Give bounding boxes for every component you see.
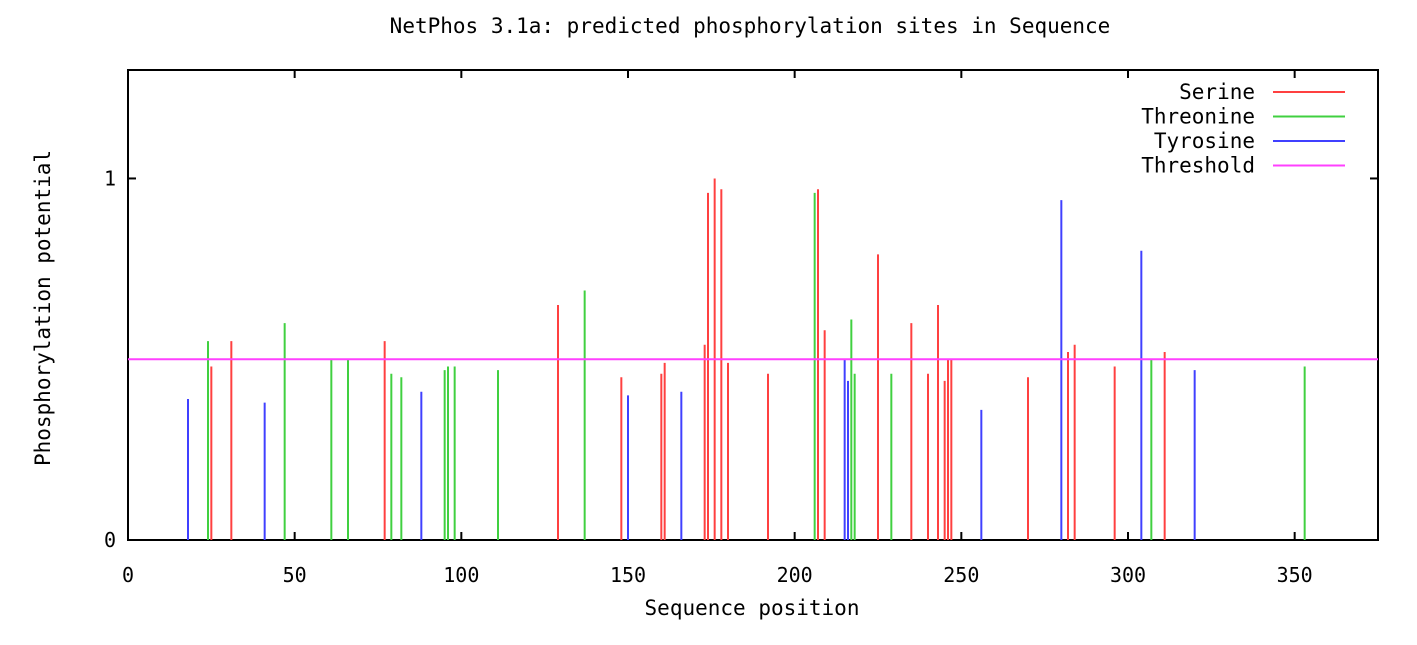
tick-layer: 0 50 100 150 200 250 300 350 0 1: [104, 70, 1378, 587]
x-tick-label: 200: [777, 563, 813, 587]
legend-label-threshold: Threshold: [1141, 154, 1255, 178]
y-tick-label: 0: [104, 528, 116, 552]
x-tick-label: 250: [943, 563, 979, 587]
legend-label-tyrosine: Tyrosine: [1154, 129, 1255, 153]
x-axis-label: Sequence position: [645, 596, 860, 620]
x-tick-label: 50: [283, 563, 307, 587]
x-tick-label: 100: [443, 563, 479, 587]
x-tick-label: 300: [1110, 563, 1146, 587]
y-tick-label: 1: [104, 166, 116, 190]
x-tick-label: 350: [1277, 563, 1313, 587]
x-tick-label: 150: [610, 563, 646, 587]
bar-layer: [187, 178, 1306, 540]
plot-frame: [127, 69, 1379, 541]
legend-label-threonine: Threonine: [1141, 105, 1255, 129]
chart-title: NetPhos 3.1a: predicted phosphorylation …: [390, 14, 1111, 38]
y-axis-label: Phosphorylation potential: [31, 150, 55, 466]
legend-label-serine: Serine: [1179, 80, 1255, 104]
x-tick-label: 0: [122, 563, 134, 587]
